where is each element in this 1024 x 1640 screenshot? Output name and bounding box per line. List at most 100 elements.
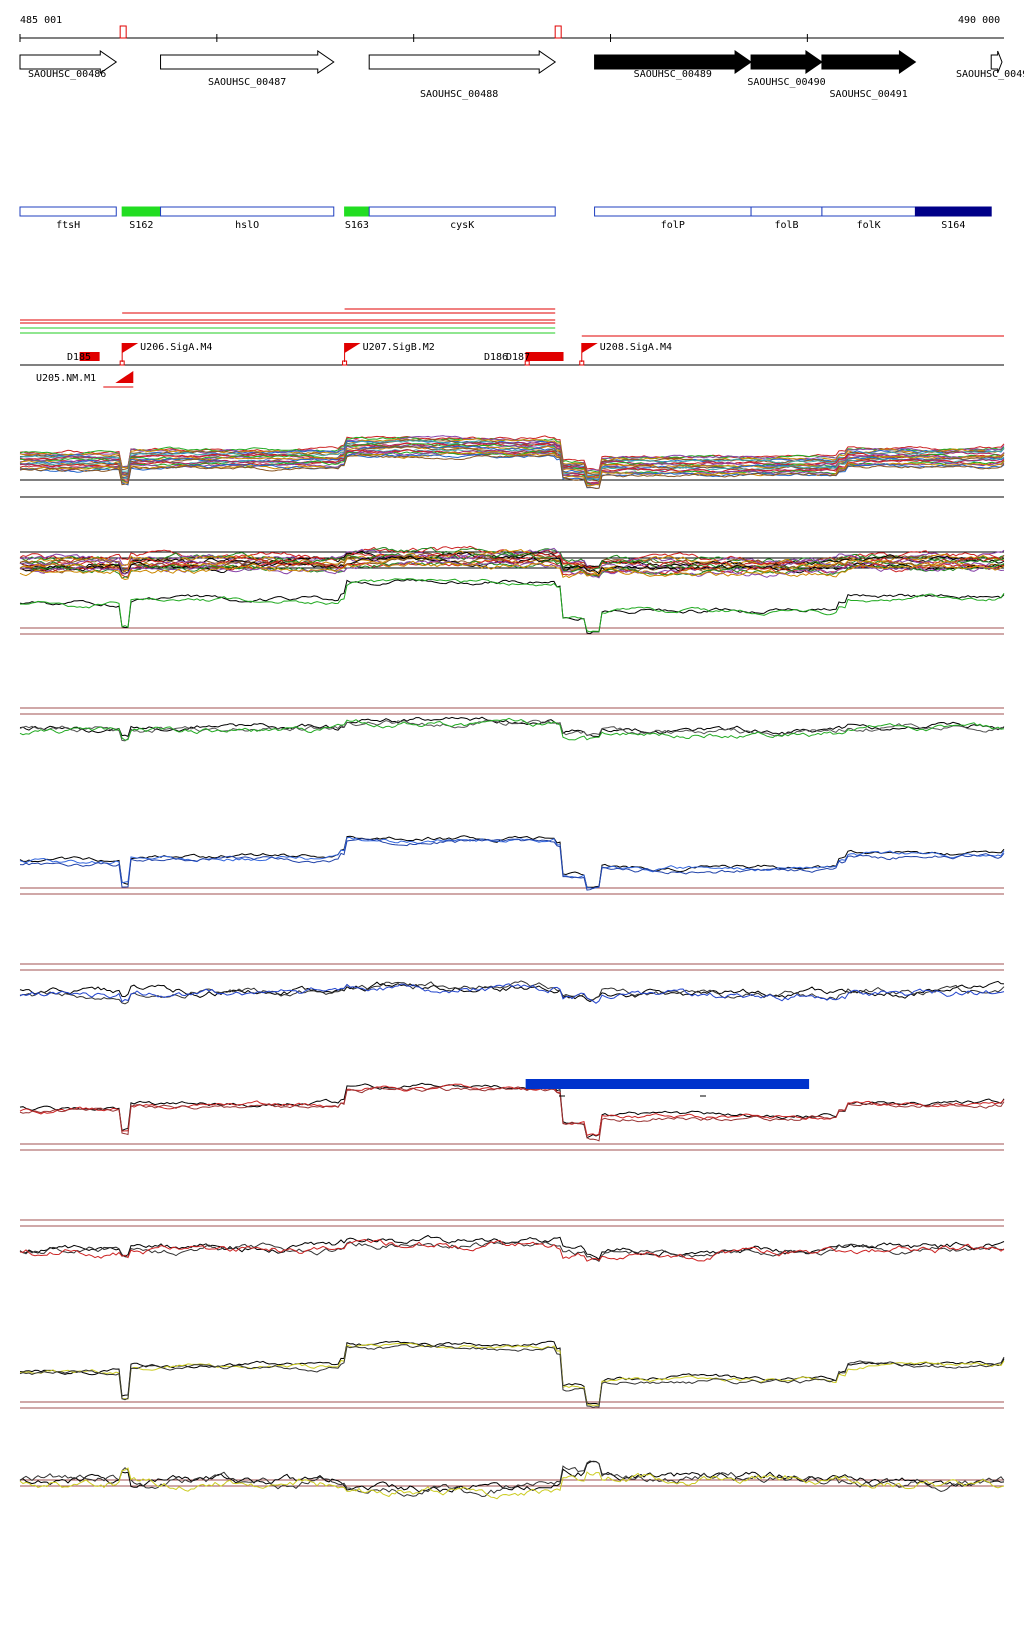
expression-panel <box>19 578 1005 635</box>
annotation-box <box>750 206 823 217</box>
gene-label: SAOUHSC_00490 <box>747 77 825 88</box>
annotation-label: folK <box>857 220 881 231</box>
highlight-bar <box>525 1079 810 1089</box>
gene-label: SAOUHSC_0049 <box>956 69 1024 80</box>
terminator-box <box>525 352 564 361</box>
gene-label: SAOUHSC_00487 <box>208 77 286 88</box>
gene-arrow <box>750 50 823 74</box>
expression-curve <box>19 453 1005 490</box>
expression-curve <box>19 1234 1005 1261</box>
gene-arrow <box>594 50 752 74</box>
expression-curve <box>19 550 1005 572</box>
annotation-label: S164 <box>941 220 965 231</box>
gene-label: SAOUHSC_00489 <box>634 69 712 80</box>
expression-curve <box>19 551 1005 572</box>
annotation-box <box>594 206 752 217</box>
annotation-label: folP <box>661 220 685 231</box>
expression-curve <box>19 1460 1005 1493</box>
expression-curve <box>19 980 1005 1003</box>
promoter-flag <box>115 371 134 383</box>
annotation-label: ftsH <box>56 220 80 231</box>
expression-panel <box>19 435 1005 498</box>
gene-arrow <box>19 50 118 74</box>
gene-arrow <box>821 50 917 74</box>
annotation-box <box>121 206 162 217</box>
promoter-label: U205.NM.M1 <box>36 373 96 384</box>
expression-curve <box>20 448 1005 482</box>
promoter-box <box>119 360 125 366</box>
promoter-flag <box>122 343 139 353</box>
expression-curve <box>19 1238 1005 1262</box>
expression-curve <box>19 560 1005 581</box>
annotation-box <box>368 206 556 217</box>
expression-curve <box>19 441 1005 478</box>
expression-panel <box>19 963 1005 1005</box>
annotation-box <box>19 206 117 217</box>
promoter-label: U208.SigA.M4 <box>600 342 672 353</box>
ruler-start-label: 485 001 <box>20 15 62 26</box>
promoter-label: U206.SigA.M4 <box>140 342 212 353</box>
expression-panel <box>19 545 1005 581</box>
coordinate-ruler: 485 001 490 000 <box>19 15 1004 42</box>
expression-curve <box>19 983 1005 1004</box>
expression-curve <box>19 717 1005 741</box>
expression-curve <box>19 557 1005 577</box>
annotation-box <box>914 206 992 217</box>
gene-arrow <box>990 50 1003 74</box>
annotation-track: ftsH S162 hslO S163 cysK folP folB folK S164 <box>19 206 992 231</box>
expression-curve <box>19 1241 1005 1262</box>
expression-curve <box>19 838 1005 891</box>
expression-curve <box>19 719 1005 742</box>
annotation-label: hslO <box>235 220 259 231</box>
expression-curve <box>19 578 1005 635</box>
gene-label: SAOUHSC_00488 <box>420 89 498 100</box>
annotation-label: S162 <box>129 220 153 231</box>
expression-curve <box>19 1342 1005 1407</box>
expression-curve <box>19 1082 1005 1139</box>
promoter-flag <box>581 343 598 353</box>
expression-panel <box>19 835 1005 895</box>
expression-panel <box>19 1219 1005 1262</box>
ruler-end-label: 490 000 <box>958 15 1000 26</box>
expression-curve <box>19 435 1005 471</box>
expression-curve <box>19 1467 1005 1500</box>
annotation-box <box>344 206 370 217</box>
annotation-box <box>160 206 335 217</box>
expression-panel <box>19 1460 1005 1500</box>
expression-curve <box>19 1344 1005 1408</box>
gene-arrow <box>160 50 335 74</box>
terminator-label: D185 <box>67 352 91 363</box>
expression-curve <box>19 559 1005 578</box>
gene-arrow <box>368 50 557 74</box>
terminator-label: D186 <box>484 352 508 363</box>
terminator-label: D187 <box>506 352 530 363</box>
gene-label: SAOUHSC_00486 <box>28 69 106 80</box>
regulatory-feature-track: U206.SigA.M4 U207.SigB.M2 U208.SigA.M4 U205… <box>20 308 1004 388</box>
expression-curve <box>19 980 1005 1005</box>
gene-track: SAOUHSC_00486 SAOUHSC_00487 SAOUHSC_00488 S… <box>19 50 1024 100</box>
promoter-box <box>579 360 585 366</box>
expression-curve <box>20 578 1005 633</box>
terminator-marker <box>524 360 530 366</box>
annotation-label: cysK <box>450 220 474 231</box>
expression-curve <box>19 449 1005 484</box>
expression-curve <box>19 451 1005 487</box>
annotation-label: folB <box>774 220 798 231</box>
promoter-flag <box>344 343 361 353</box>
expression-curve <box>19 836 1005 890</box>
expression-tracks <box>19 435 1005 1500</box>
expression-curve <box>19 1083 1005 1137</box>
gene-label: SAOUHSC_00491 <box>830 89 908 100</box>
expression-curve <box>19 547 1005 569</box>
expression-curve <box>19 1086 1005 1142</box>
expression-panel <box>19 707 1005 742</box>
promoter-label: U207.SigB.M2 <box>363 342 435 353</box>
annotation-label: S163 <box>345 220 369 231</box>
highlight-region-track <box>525 1079 810 1097</box>
expression-curve <box>19 1460 1005 1498</box>
expression-curve <box>19 835 1005 888</box>
ruler-red-marker <box>554 25 562 39</box>
terminator-box <box>79 352 100 361</box>
promoter-box <box>342 360 348 366</box>
